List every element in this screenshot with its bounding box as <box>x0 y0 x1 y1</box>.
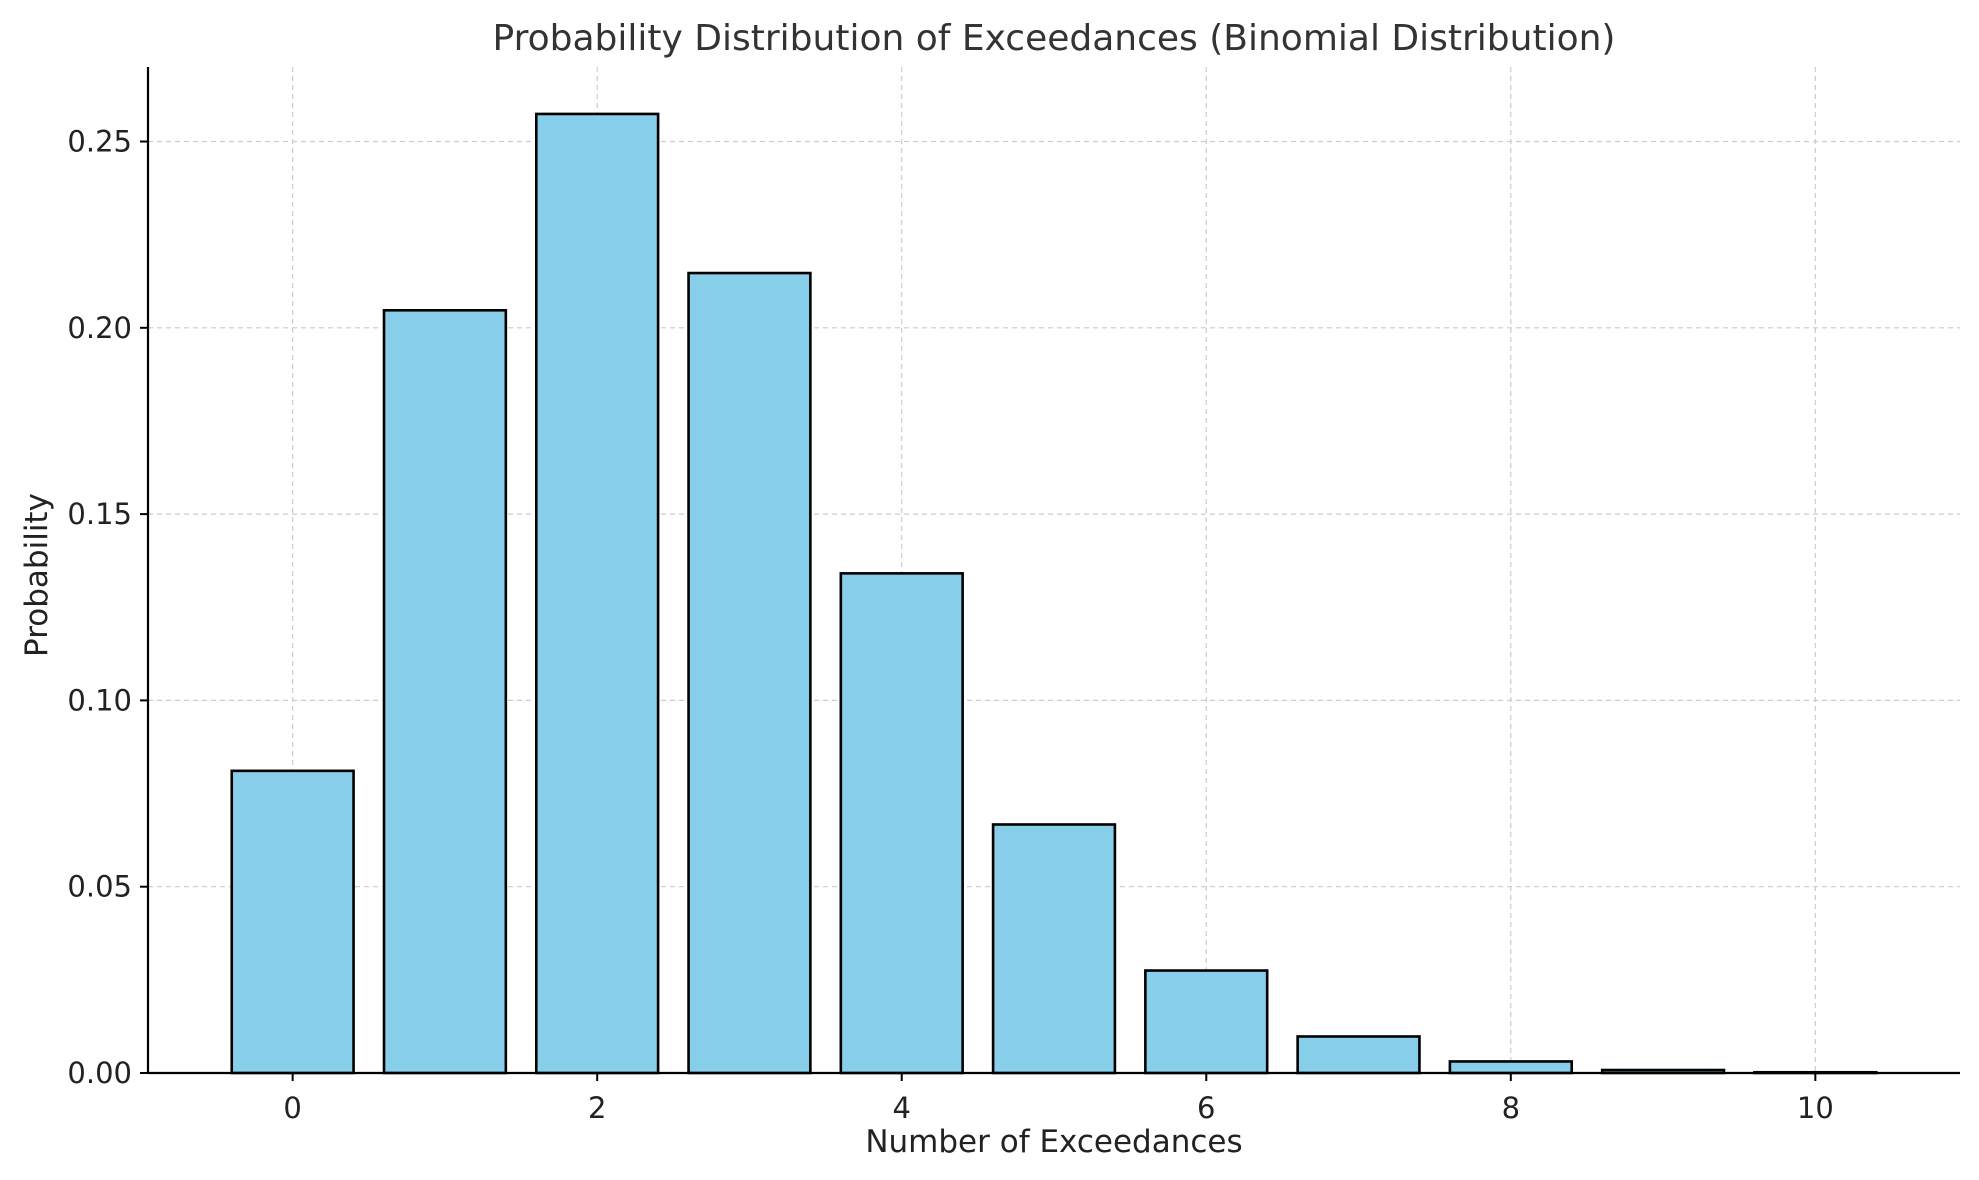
bar-0 <box>230 769 355 1075</box>
x-axis-label: Number of Exceedances <box>865 1124 1242 1160</box>
x-tick-label: 10 <box>1797 1091 1834 1125</box>
x-tick-label: 4 <box>893 1091 911 1125</box>
y-tick-label: 0.15 <box>67 497 132 531</box>
axes-layer <box>146 67 1960 1075</box>
ticks-layer: 0 2 4 6 8 10 0.00 0.05 0.10 0.15 0.20 0.25 <box>67 125 1833 1125</box>
chart-title: Probability Distribution of Exceedances … <box>493 18 1616 59</box>
y-tick-label: 0.20 <box>67 311 132 345</box>
bars-layer <box>230 112 1878 1075</box>
x-tick-label: 2 <box>588 1091 606 1125</box>
y-tick-label: 0.10 <box>67 683 132 717</box>
x-tick-label: 8 <box>1502 1091 1520 1125</box>
bar-1 <box>382 309 508 1075</box>
y-axis-label: Probability <box>19 493 55 657</box>
bar-2 <box>534 112 660 1075</box>
bar-3 <box>687 271 812 1075</box>
bar-5 <box>991 823 1117 1075</box>
x-tick-label: 0 <box>283 1091 301 1125</box>
y-tick-label: 0.25 <box>67 125 132 159</box>
bar-7 <box>1296 1035 1421 1075</box>
bar-4 <box>839 572 964 1075</box>
y-tick-label: 0.05 <box>67 870 132 904</box>
bar-8 <box>1448 1060 1574 1075</box>
x-tick-label: 6 <box>1197 1091 1215 1125</box>
bar-6 <box>1144 969 1269 1075</box>
y-tick-label: 0.00 <box>67 1056 132 1090</box>
